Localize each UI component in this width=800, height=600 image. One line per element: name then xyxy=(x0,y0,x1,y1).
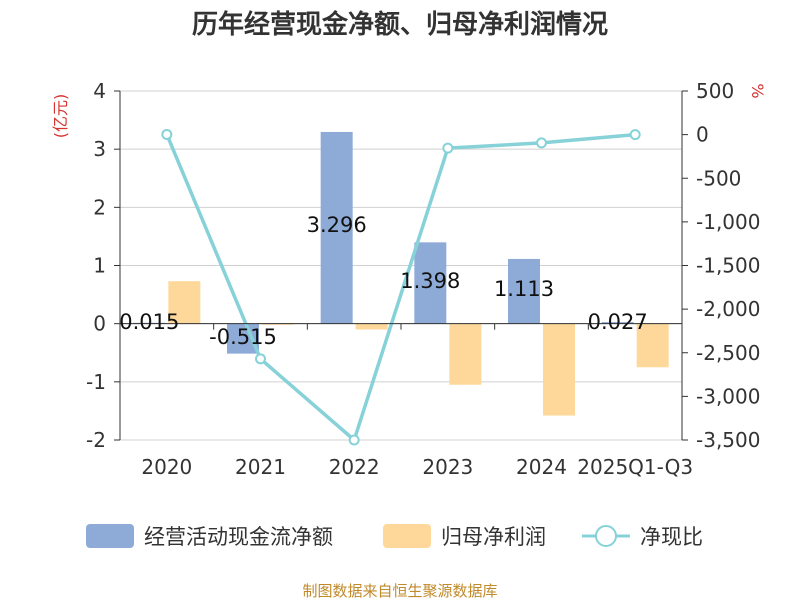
data-label-cashflow: -0.515 xyxy=(209,325,277,349)
line-point xyxy=(629,129,641,141)
legend: 经营活动现金流净额 归母净利润 净现比 xyxy=(86,524,703,549)
line-point xyxy=(442,142,454,154)
bar-cashflow xyxy=(414,242,447,324)
axes-layer: 4 3 2 1 0 -1 -2 500 0 -500 -1,000 -1,500 -2,000 -2,50… xyxy=(51,79,767,479)
data-label-cashflow: 3.296 xyxy=(307,213,367,237)
right-tick-label: -500 xyxy=(696,166,741,190)
right-tick-label: -3,500 xyxy=(696,428,760,452)
bars-layer xyxy=(133,131,669,416)
bar-cashflow xyxy=(601,322,634,324)
legend-swatch-cashflow xyxy=(86,524,134,548)
left-tick-label: 4 xyxy=(93,79,106,103)
legend-label-ratio: 净现比 xyxy=(640,525,703,549)
right-tick-label: -2,000 xyxy=(696,297,760,321)
x-category-label: 2024 xyxy=(516,455,567,479)
right-tick-label: 500 xyxy=(696,79,734,103)
left-tick-label: -2 xyxy=(86,428,106,452)
legend-swatch-net-profit xyxy=(383,524,431,548)
left-tick-label: 3 xyxy=(93,137,106,161)
bar-cashflow xyxy=(508,258,540,324)
line-cash-ratio xyxy=(165,132,636,442)
line-point xyxy=(161,128,173,140)
bar-net-profit xyxy=(355,323,388,330)
chart-title: 历年经营现金净额、归母净利润情况 xyxy=(192,9,608,40)
bar-net-profit xyxy=(262,323,294,325)
line-point xyxy=(536,137,547,149)
bar-net-profit xyxy=(636,323,669,368)
x-category-label: 2022 xyxy=(329,455,380,479)
data-label-cashflow: 0.015 xyxy=(119,310,179,334)
left-tick-label: 2 xyxy=(93,195,106,219)
legend-label-cashflow: 经营活动现金流净额 xyxy=(144,525,333,549)
right-tick-label: -3,000 xyxy=(696,384,760,408)
data-label-cashflow: 0.027 xyxy=(588,310,648,334)
right-tick-label: -1,000 xyxy=(696,210,760,234)
line-point xyxy=(255,353,266,365)
data-label-cashflow: 1.113 xyxy=(494,277,554,301)
x-category-label: 2023 xyxy=(422,455,473,479)
right-tick-label: -2,500 xyxy=(696,341,760,365)
left-tick-label: 0 xyxy=(93,312,106,336)
x-category-label: 2025Q1-Q3 xyxy=(577,455,693,479)
labels-layer: 0.015 -0.515 3.296 1.398 1.113 0.027 xyxy=(119,213,647,349)
source-note: 制图数据来自恒生聚源数据库 xyxy=(302,582,497,600)
right-tick-label: 0 xyxy=(696,123,709,147)
data-label-cashflow: 1.398 xyxy=(400,269,460,293)
x-category-label: 2021 xyxy=(235,455,286,479)
legend-label-net-profit: 归母净利润 xyxy=(441,525,546,549)
bar-net-profit xyxy=(449,323,482,385)
line-point xyxy=(348,434,360,446)
grid xyxy=(120,90,682,441)
line-layer xyxy=(161,128,641,446)
left-tick-label: 1 xyxy=(93,254,106,278)
bar-net-profit xyxy=(168,281,201,324)
legend-marker-ratio xyxy=(595,525,617,547)
right-tick-label: -1,500 xyxy=(696,254,760,278)
left-tick-label: -1 xyxy=(86,370,106,394)
right-axis-unit: % xyxy=(748,83,767,98)
x-category-label: 2020 xyxy=(141,455,192,479)
bar-cashflow xyxy=(320,131,353,324)
bar-net-profit xyxy=(543,323,575,416)
left-axis-unit: (亿元) xyxy=(51,94,70,139)
